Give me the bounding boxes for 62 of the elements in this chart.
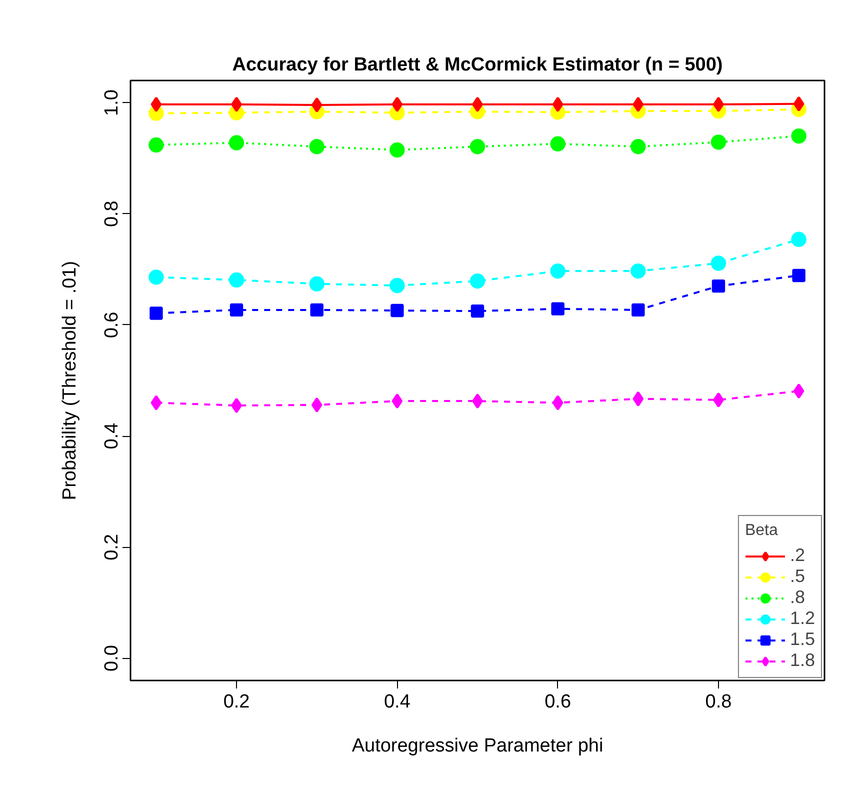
point: [390, 304, 404, 318]
point: [552, 395, 564, 410]
point: [550, 136, 566, 152]
point: [550, 263, 566, 279]
x-tick-label: 0.2: [223, 692, 250, 712]
point: [713, 96, 724, 112]
point: [228, 135, 244, 150]
legend-label: 1.2: [790, 608, 815, 629]
point: [390, 278, 405, 294]
point: [632, 391, 644, 406]
y-axis-title: Probability (Threshold = .01): [60, 260, 80, 500]
legend-label: 1.5: [790, 629, 815, 650]
text: 1.0: [102, 90, 122, 116]
point: [791, 232, 806, 247]
point: [472, 96, 483, 112]
text: 0.0: [102, 645, 122, 672]
point: [552, 96, 564, 112]
y-tick-label: 0.4: [102, 422, 122, 450]
y-tick-label: 0.6: [102, 312, 122, 338]
point: [710, 256, 726, 271]
x-axis-title: Autoregressive Parameter phi: [352, 736, 604, 756]
point: [470, 273, 486, 289]
point: [792, 268, 806, 282]
point: [310, 303, 324, 317]
point: [470, 304, 484, 318]
point: [311, 97, 322, 113]
point: [632, 303, 645, 317]
point: [632, 96, 644, 112]
point: [793, 96, 804, 112]
chart-title: Accuracy for Bartlett & McCormick Estimator (n = 500): [232, 54, 723, 76]
point: [231, 96, 242, 112]
point: [230, 303, 244, 317]
x-tick-label: 0.6: [544, 692, 572, 712]
point: [551, 302, 564, 316]
point: [150, 96, 162, 112]
point: [710, 134, 726, 150]
point: [150, 306, 163, 320]
point: [392, 393, 403, 409]
x-tick-label: 0.4: [384, 692, 411, 712]
x-tick-label: 0.8: [705, 692, 732, 712]
point: [148, 270, 164, 285]
point: [309, 276, 324, 292]
point: [311, 397, 322, 413]
legend-label: .5: [790, 566, 806, 587]
point: [309, 139, 324, 154]
point: [228, 272, 244, 288]
point: [630, 139, 646, 154]
legend-label: 1.8: [790, 650, 815, 671]
point: [392, 96, 403, 112]
point: [390, 142, 405, 158]
y-tick-label: 0.2: [102, 534, 122, 560]
point: [712, 279, 726, 293]
legend-title: Beta: [744, 522, 779, 540]
point: [793, 383, 804, 399]
point: [470, 139, 486, 154]
point: [148, 137, 164, 153]
point: [791, 128, 806, 144]
legend-label: .2: [790, 545, 806, 566]
point: [150, 395, 162, 410]
point: [630, 263, 646, 279]
legend-label: .8: [790, 587, 806, 608]
y-tick-label: 0.8: [102, 200, 122, 228]
